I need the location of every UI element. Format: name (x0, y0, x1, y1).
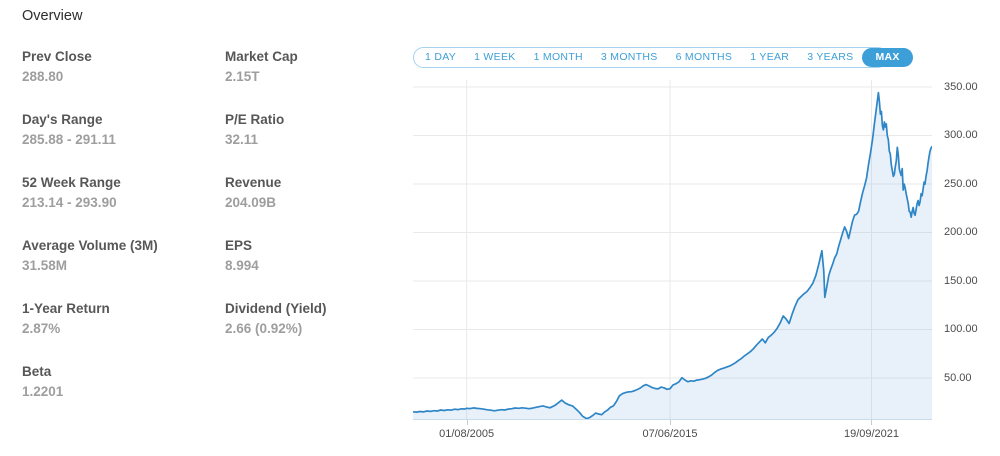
stat-item: P/E Ratio 32.11 (225, 110, 405, 149)
x-axis-tick (466, 420, 468, 425)
chart-area-fill (413, 92, 932, 420)
stat-value: 1.2201 (22, 384, 64, 399)
range-button-6-months[interactable]: 6 MONTHS (667, 48, 742, 67)
range-button-1-week[interactable]: 1 WEEK (465, 48, 524, 67)
stat-item: Day's Range 285.88 - 291.11 (22, 110, 217, 149)
x-axis-tick (670, 420, 671, 425)
stat-value: 204.09B (225, 195, 277, 210)
stats-column-right: Market Cap 2.15T P/E Ratio 32.11 Revenue 204.… (225, 47, 405, 362)
stat-value: 32.11 (225, 132, 259, 147)
chart-price-line (413, 91, 932, 420)
stat-value: 2.15T (225, 69, 260, 84)
range-button-3-months[interactable]: 3 MONTHS (592, 48, 667, 67)
range-button-1-year[interactable]: 1 YEAR (741, 48, 798, 67)
stat-value: 8.994 (225, 258, 259, 273)
stat-value: 285.88 - 291.11 (22, 132, 116, 147)
stat-label: P/E Ratio (225, 112, 285, 127)
y-axis-label: 100.00 (944, 323, 978, 336)
stat-label: Average Volume (3M) (22, 238, 158, 253)
stat-value: 31.58M (22, 258, 68, 273)
y-axis-label: 50.00 (944, 371, 972, 384)
stat-label: Revenue (225, 175, 282, 190)
y-axis-label: 250.00 (944, 177, 978, 190)
stat-label: Prev Close (22, 49, 92, 64)
stat-label: Beta (22, 364, 52, 379)
stat-label: Dividend (Yield) (225, 301, 327, 316)
stat-item: Average Volume (3M) 31.58M (22, 236, 217, 275)
range-button-1-day[interactable]: 1 DAY (416, 48, 465, 67)
price-chart[interactable]: 350.00 300.00 250.00 200.00 150.00 100.00 50.0… (413, 80, 1000, 456)
stat-label: EPS (225, 238, 253, 253)
stat-item: EPS 8.994 (225, 236, 405, 275)
y-axis-label: 200.00 (944, 226, 978, 239)
stat-label: Day's Range (22, 112, 103, 127)
range-button-1-month[interactable]: 1 MONTH (525, 48, 592, 67)
page-title: Overview (22, 8, 83, 24)
stat-item: Market Cap 2.15T (225, 47, 405, 86)
stat-item: Beta 1.2201 (22, 362, 217, 401)
stat-item: 1-Year Return 2.87% (22, 299, 217, 338)
range-selector: 1 DAY 1 WEEK 1 MONTH 3 MONTHS 6 MONTHS 1 YEAR… (413, 47, 913, 68)
range-button-3-years[interactable]: 3 YEARS (798, 48, 862, 67)
x-axis-label: 19/09/2021 (843, 428, 900, 440)
stat-item: Dividend (Yield) 2.66 (0.92%) (225, 299, 405, 338)
stat-label: 1-Year Return (22, 301, 110, 316)
chart-canvas[interactable] (413, 80, 932, 420)
stat-item: Revenue 204.09B (225, 173, 405, 212)
stat-item: 52 Week Range 213.14 - 293.90 (22, 173, 217, 212)
range-button-max[interactable]: MAX (862, 48, 913, 67)
stats-column-left: Prev Close 288.80 Day's Range 285.88 - 291.… (22, 47, 217, 425)
x-axis-label: 01/08/2005 (439, 428, 495, 440)
stat-item: Prev Close 288.80 (22, 47, 217, 86)
stat-value: 213.14 - 293.90 (22, 195, 117, 210)
y-axis-label: 300.00 (944, 129, 978, 142)
y-axis-label: 150.00 (944, 274, 978, 287)
stat-label: Market Cap (225, 49, 298, 64)
stat-value: 288.80 (22, 69, 64, 84)
x-axis-tick (871, 420, 873, 425)
stat-value: 2.87% (22, 321, 61, 336)
x-axis-label: 07/06/2015 (642, 428, 698, 440)
stat-value: 2.66 (0.92%) (225, 321, 303, 336)
stat-label: 52 Week Range (22, 175, 121, 190)
y-axis-label: 350.00 (944, 80, 978, 93)
